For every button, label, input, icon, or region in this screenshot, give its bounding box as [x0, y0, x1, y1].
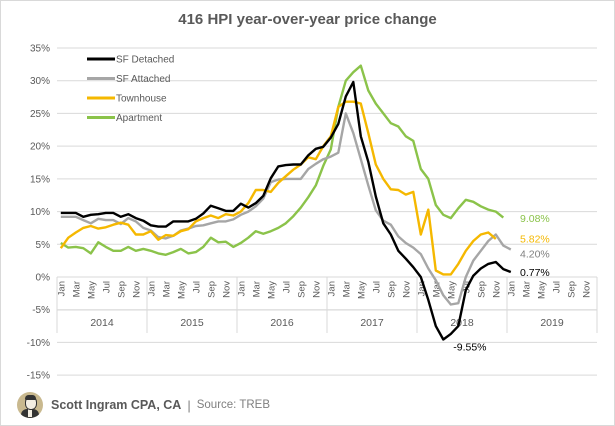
- month-label: Jan: [416, 281, 427, 296]
- month-label: Nov: [131, 281, 142, 298]
- month-label: Jul: [371, 281, 382, 293]
- month-label: Mar: [521, 281, 532, 297]
- series-line-sf-attached: [60, 112, 512, 306]
- y-tick-label: -15%: [27, 371, 50, 382]
- y-tick-label: 15%: [30, 174, 50, 185]
- year-label: 2016: [270, 317, 294, 329]
- month-label: Mar: [431, 281, 442, 297]
- month-label: Nov: [401, 281, 412, 298]
- month-label: May: [176, 281, 187, 299]
- month-label: Mar: [251, 281, 262, 297]
- month-label: Jan: [146, 281, 157, 296]
- month-label: Jan: [236, 281, 247, 296]
- footer-separator: |: [187, 397, 191, 413]
- min-value-label: -9.55%: [453, 341, 486, 353]
- y-tick-label: 0%: [36, 273, 51, 284]
- legend-label: Apartment: [116, 113, 162, 124]
- end-value-label: 0.77%: [520, 267, 550, 279]
- legend: SF Detached SF Attached Townhouse Apartment: [87, 55, 174, 124]
- y-tick-label: 25%: [30, 109, 50, 120]
- month-label: Jan: [56, 281, 67, 296]
- end-value-label: 4.20%: [520, 248, 550, 260]
- series-line-townhouse: [59, 100, 497, 276]
- month-label: Nov: [581, 281, 592, 298]
- month-label: May: [536, 281, 547, 299]
- month-label: May: [446, 281, 457, 299]
- legend-label: SF Detached: [116, 55, 174, 66]
- month-label: Sep: [296, 281, 307, 298]
- y-tick-label: -5%: [32, 305, 50, 316]
- y-tick-label: 30%: [30, 76, 50, 87]
- month-label: May: [356, 281, 367, 299]
- year-label: 2015: [180, 317, 204, 329]
- y-axis-ticks: 35% 30% 25% 20% 15% 10% 5% 0% -5% -10% -15%: [27, 44, 50, 382]
- month-label: May: [266, 281, 277, 299]
- footer: Scott Ingram CPA, CA | Source: TREB: [17, 389, 270, 421]
- x-axis: 2014 Jan Mar May Jul Sep Nov 2015 Jan Mar May Jul Se…: [56, 276, 598, 333]
- series-line-sf-detached: [60, 80, 512, 341]
- month-label: Nov: [221, 281, 232, 298]
- month-label: Mar: [71, 281, 82, 297]
- data-labels: 0.77% 4.20% 5.82% 9.08% -9.55%: [453, 213, 550, 353]
- month-label: Sep: [116, 281, 127, 298]
- month-label: Jul: [551, 281, 562, 293]
- month-label: Jul: [101, 281, 112, 293]
- legend-label: Townhouse: [116, 94, 167, 105]
- month-label: May: [86, 281, 97, 299]
- year-label: 2018: [450, 317, 474, 329]
- author-name: Scott Ingram CPA, CA: [51, 398, 182, 412]
- legend-label: SF Attached: [116, 74, 170, 85]
- month-label: Mar: [341, 281, 352, 297]
- month-label: Jan: [506, 281, 517, 296]
- series-lines: [59, 64, 512, 341]
- y-tick-label: 20%: [30, 142, 50, 153]
- month-label: Jan: [326, 281, 337, 296]
- month-label: Nov: [491, 281, 502, 298]
- month-label: Sep: [476, 281, 487, 298]
- month-label: Jul: [281, 281, 292, 293]
- source-label: Source: TREB: [196, 399, 271, 411]
- year-label: 2017: [360, 317, 384, 329]
- y-tick-label: 35%: [30, 44, 50, 55]
- month-label: Jul: [191, 281, 202, 293]
- year-label: 2019: [540, 317, 564, 329]
- y-tick-label: 5%: [36, 240, 51, 251]
- portrait-avatar-icon: [17, 392, 43, 418]
- month-label: Sep: [566, 281, 577, 298]
- year-label: 2014: [90, 317, 114, 329]
- end-value-label: 5.82%: [520, 234, 550, 246]
- y-tick-label: -10%: [27, 338, 50, 349]
- y-tick-label: 10%: [30, 207, 50, 218]
- month-label: Sep: [206, 281, 217, 298]
- month-label: Sep: [386, 281, 397, 298]
- month-label: Mar: [161, 281, 172, 297]
- chart-title: 416 HPI year-over-year price change: [178, 11, 437, 28]
- series-line-apartment: [60, 64, 505, 257]
- month-label: Nov: [311, 281, 322, 298]
- end-value-label: 9.08%: [520, 213, 550, 225]
